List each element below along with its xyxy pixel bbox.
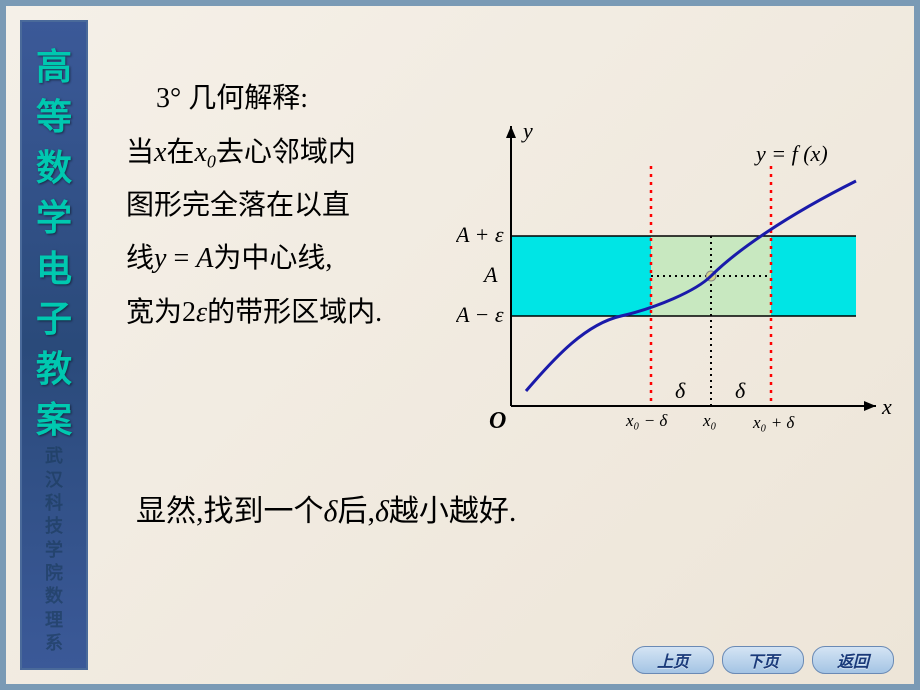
text-line-3: 线y = A为中心线, xyxy=(126,232,446,285)
back-button[interactable]: 返回 xyxy=(812,646,894,674)
diagram-svg: y x Oy = f (x) A + ε A A − ε δ δ x₀ − δ x₀ x₀ + δ xyxy=(456,106,896,446)
slide-container: 高等数学电子教案 武汉科技学院数理系 3° 几何解释: 当x在x0去心邻域内 图… xyxy=(0,0,920,690)
svg-text:x₀ + δ: x₀ + δ xyxy=(752,413,795,432)
sidebar-title: 高等数学电子教案 xyxy=(36,42,72,445)
svg-text:δ: δ xyxy=(675,378,686,403)
next-button[interactable]: 下页 xyxy=(722,646,804,674)
svg-text:O: O xyxy=(489,408,506,434)
sidebar-subtitle: 武汉科技学院数理系 xyxy=(45,445,63,656)
svg-text:A + ε: A + ε xyxy=(456,222,504,247)
limit-diagram: y x Oy = f (x) A + ε A A − ε δ δ x₀ − δ x₀ x₀ + δ xyxy=(456,106,896,446)
nav-buttons: 上页 下页 返回 xyxy=(632,646,894,674)
conclusion-text: 显然,找到一个δ后,δ越小越好. xyxy=(136,486,516,530)
section-heading: 3° 几何解释: xyxy=(156,76,308,116)
svg-text:x₀: x₀ xyxy=(702,411,717,430)
svg-text:y: y xyxy=(521,118,533,143)
text-line-1: 当x在x0去心邻域内 xyxy=(126,126,446,179)
svg-text:y = f (x): y = f (x) xyxy=(754,141,828,166)
svg-text:A − ε: A − ε xyxy=(456,302,504,327)
prev-button[interactable]: 上页 xyxy=(632,646,714,674)
svg-text:δ: δ xyxy=(735,378,746,403)
svg-text:x: x xyxy=(881,394,892,419)
svg-text:x₀ − δ: x₀ − δ xyxy=(625,411,668,430)
content-area: 3° 几何解释: 当x在x0去心邻域内 图形完全落在以直 线y = A为中心线,… xyxy=(116,36,884,624)
explanation-text: 当x在x0去心邻域内 图形完全落在以直 线y = A为中心线, 宽为2ε的带形区… xyxy=(126,126,446,339)
text-line-4: 宽为2ε的带形区域内. xyxy=(126,286,446,339)
text-line-2: 图形完全落在以直 xyxy=(126,179,446,232)
sidebar: 高等数学电子教案 武汉科技学院数理系 xyxy=(20,20,88,670)
svg-text:A: A xyxy=(482,262,498,287)
